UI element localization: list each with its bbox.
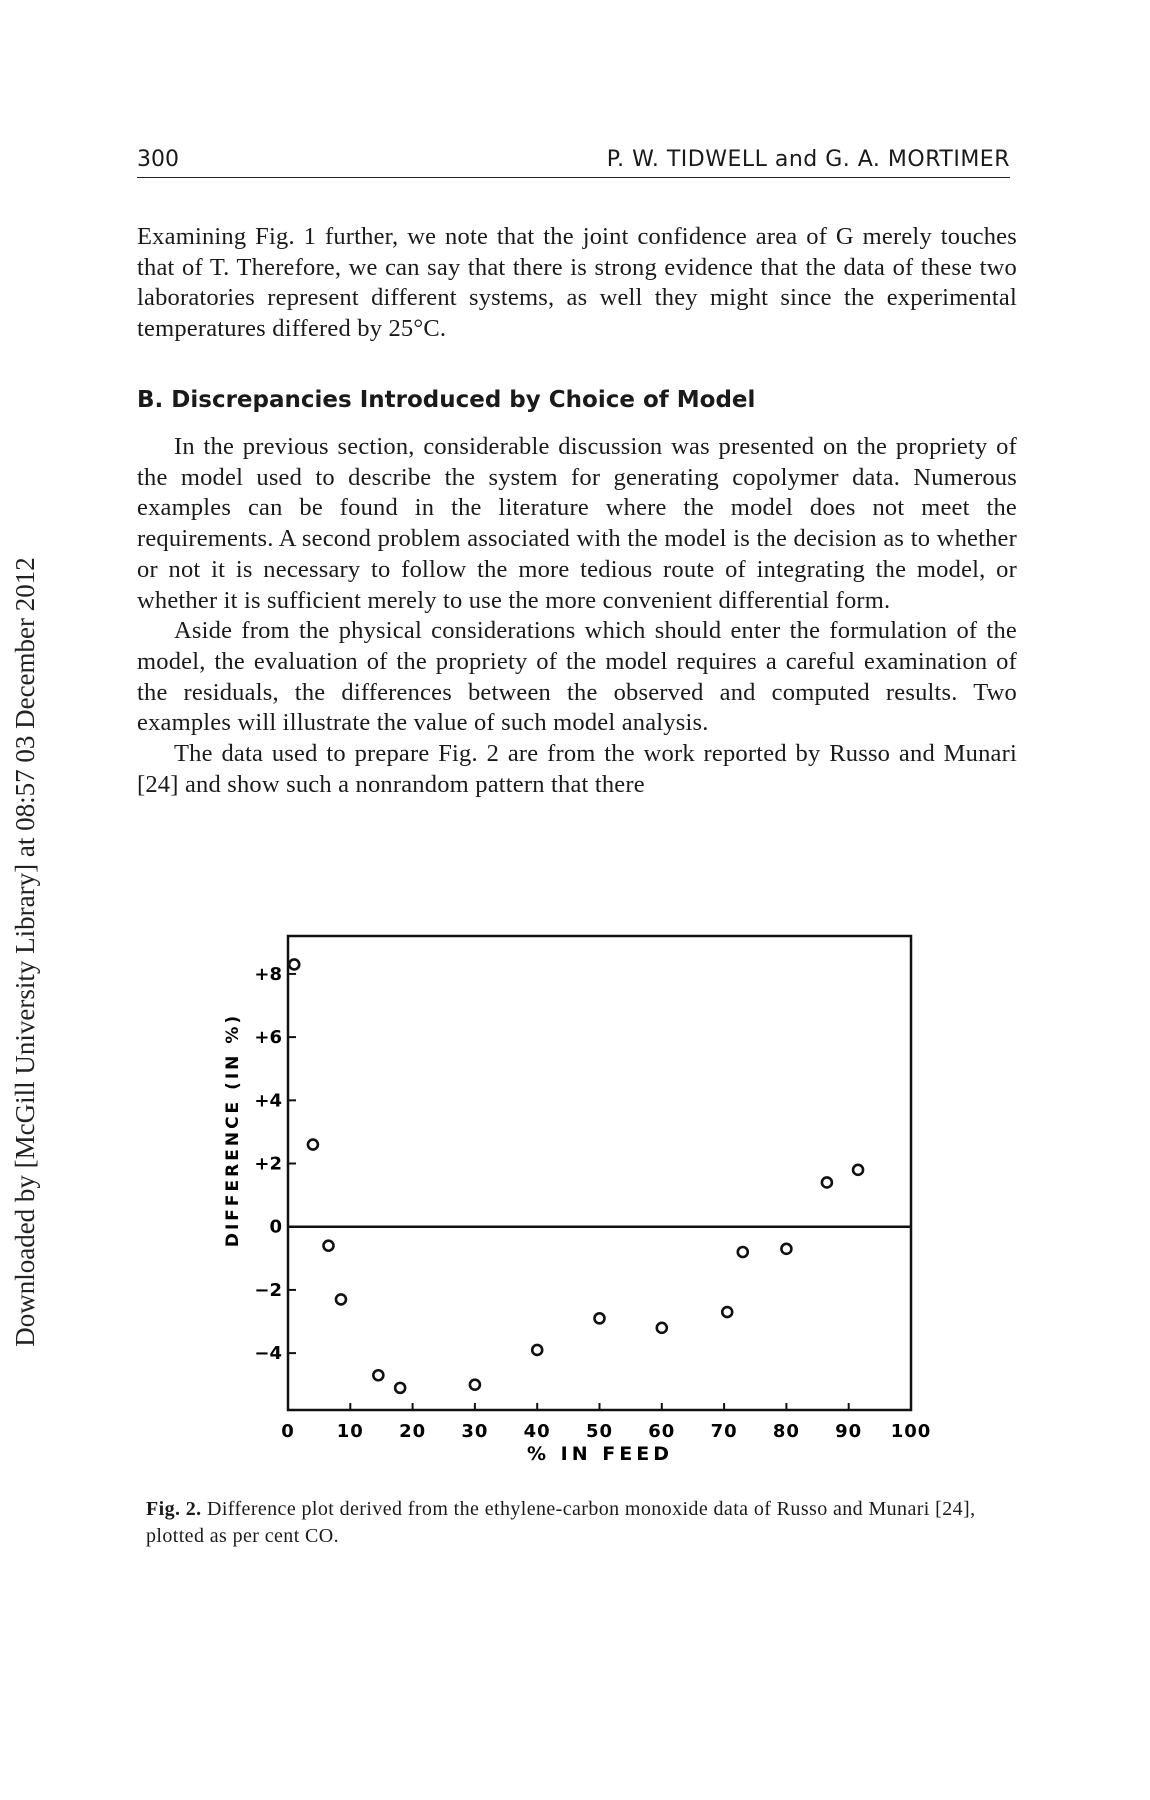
y-tick-label: +2: [254, 1154, 282, 1175]
paragraph-1: Examining Fig. 1 further, we note that t…: [137, 223, 1017, 343]
running-head-authors: P. W. TIDWELL and G. A. MORTIMER: [606, 147, 1010, 172]
figure-caption-text: Difference plot derived from the ethylen…: [146, 1498, 976, 1547]
data-point: [780, 1242, 793, 1256]
x-axis: 0 10 20 30 40 50 60 70 80 90 100: [281, 1403, 932, 1442]
y-tick-label: 0: [269, 1217, 282, 1238]
plot-frame: [286, 934, 913, 1412]
data-point: [393, 1381, 407, 1395]
data-point: [820, 1176, 834, 1189]
body-text-section-b: In the previous section, considerable di…: [137, 432, 1017, 800]
y-axis: +8 +6 +4 +2 0 −2 −4: [254, 964, 296, 1364]
x-tick-label: 10: [337, 1421, 364, 1442]
section-heading: B. Discrepancies Introduced by Choice of…: [137, 387, 756, 413]
data-point: [851, 1163, 865, 1177]
x-tick-label: 50: [586, 1421, 613, 1442]
x-tick-label: 0: [281, 1421, 295, 1442]
paragraph-3: Aside from the physical considerations w…: [137, 617, 1017, 737]
page-header: 300 P. W. TIDWELL and G. A. MORTIMER: [137, 143, 1010, 178]
data-point: [736, 1245, 750, 1259]
data-point: [530, 1343, 544, 1357]
x-tick-label: 70: [711, 1421, 738, 1442]
data-point: [306, 1138, 320, 1151]
y-axis-label: DIFFERENCE (IN %): [223, 1013, 243, 1247]
data-point: [372, 1368, 385, 1382]
paragraph-4: The data used to prepare Fig. 2 are from…: [137, 740, 1017, 798]
data-point: [334, 1293, 348, 1306]
y-tick-label: −4: [254, 1343, 282, 1364]
y-tick-label: +8: [254, 964, 282, 985]
body-text-top: Examining Fig. 1 further, we note that t…: [137, 222, 1017, 345]
x-tick-label: 30: [461, 1421, 488, 1442]
y-tick-label: −2: [254, 1280, 282, 1301]
data-points: [287, 958, 865, 1395]
data-point: [655, 1321, 669, 1335]
figure-label: Fig. 2.: [146, 1498, 202, 1520]
x-tick-label: 90: [835, 1421, 862, 1442]
y-tick-label: +4: [254, 1090, 282, 1111]
data-point: [322, 1239, 335, 1252]
x-axis-label: % IN FEED: [527, 1443, 673, 1465]
figure-caption: Fig. 2. Difference plot derived from the…: [146, 1496, 996, 1550]
data-point: [720, 1305, 734, 1319]
x-tick-label: 40: [524, 1421, 551, 1442]
data-point: [287, 958, 301, 971]
y-tick-label: +6: [254, 1027, 282, 1048]
x-tick-label: 100: [891, 1421, 932, 1442]
paragraph-2: In the previous section, considerable di…: [137, 433, 1017, 614]
x-tick-label: 80: [773, 1421, 800, 1442]
data-point: [593, 1312, 606, 1325]
x-tick-label: 20: [399, 1421, 426, 1442]
data-point: [468, 1378, 482, 1392]
x-tick-label: 60: [648, 1421, 675, 1442]
page-number: 300: [137, 147, 179, 172]
